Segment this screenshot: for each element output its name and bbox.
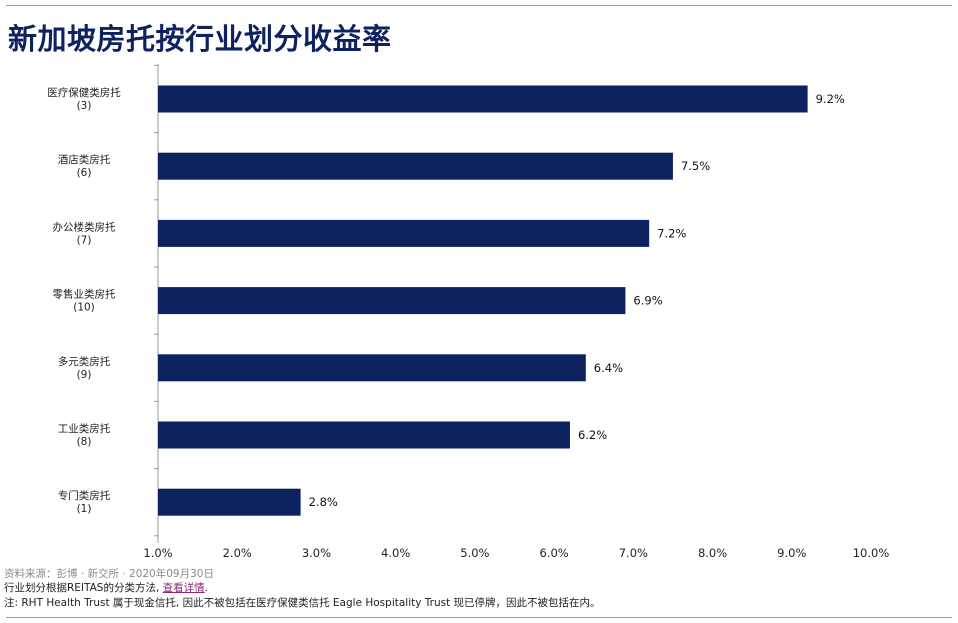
data-label: 7.5% (681, 159, 710, 173)
bottom-divider (6, 617, 952, 618)
data-label: 2.8% (309, 495, 338, 509)
bar (158, 421, 570, 449)
category-label: 医疗保健类房托 (47, 86, 121, 99)
category-label: 工业类房托 (58, 422, 111, 435)
category-label: 酒店类房托 (58, 153, 111, 166)
x-tick-label: 5.0% (460, 546, 489, 560)
category-label: 多元类房托 (58, 355, 111, 368)
top-divider (6, 5, 952, 6)
category-count: (6) (77, 167, 92, 179)
data-label: 6.9% (633, 294, 662, 308)
category-label: 零售业类房托 (53, 288, 116, 301)
bar (158, 287, 626, 315)
data-label: 7.2% (657, 226, 686, 240)
data-label: 6.2% (578, 428, 607, 442)
x-tick-label: 1.0% (143, 546, 172, 560)
category-count: (7) (77, 234, 92, 246)
x-tick-label: 4.0% (381, 546, 410, 560)
x-tick-label: 3.0% (302, 546, 331, 560)
view-details-link[interactable]: 查看详情 (162, 582, 205, 594)
x-tick-label: 10.0% (853, 546, 890, 560)
bar (158, 488, 301, 516)
bar (158, 219, 650, 247)
bar (158, 354, 586, 382)
x-tick-label: 2.0% (223, 546, 252, 560)
data-label: 9.2% (816, 92, 845, 106)
category-count: (10) (73, 302, 95, 314)
category-count: (1) (77, 503, 92, 515)
category-count: (8) (77, 436, 92, 448)
category-label: 办公楼类房托 (53, 220, 116, 233)
classification-note: 行业划分根据REITAS的分类方法, 查看详情. (4, 582, 208, 595)
x-tick-label: 6.0% (540, 546, 569, 560)
bar (158, 152, 673, 180)
classification-text: 行业划分根据REITAS的分类方法, (4, 582, 163, 594)
footnote: 注: RHT Health Trust 属于现金信托, 因此不被包括在医疗保健类… (4, 597, 601, 609)
classification-end: . (204, 582, 208, 594)
x-tick-label: 9.0% (777, 546, 806, 560)
source-note: 资料来源：彭博 · 新交所 · 2020年09月30日 (4, 568, 214, 580)
category-count: (3) (77, 100, 92, 112)
data-label: 6.4% (594, 361, 623, 375)
chart-title: 新加坡房托按行业划分收益率 (8, 22, 392, 56)
x-tick-label: 8.0% (698, 546, 727, 560)
x-tick-label: 7.0% (619, 546, 648, 560)
category-label: 专门类房托 (58, 489, 111, 502)
bar (158, 85, 808, 113)
category-count: (9) (77, 369, 92, 381)
